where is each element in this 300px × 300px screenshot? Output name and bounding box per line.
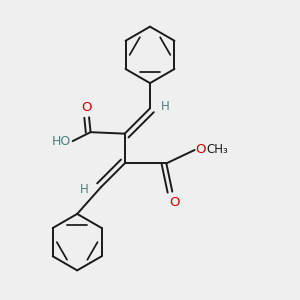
Text: CH₃: CH₃ [206, 142, 228, 156]
Text: O: O [169, 196, 180, 209]
Text: HO: HO [52, 135, 71, 148]
Text: H: H [161, 100, 170, 113]
Text: O: O [195, 142, 206, 156]
Text: H: H [80, 183, 89, 196]
Text: O: O [81, 101, 91, 114]
